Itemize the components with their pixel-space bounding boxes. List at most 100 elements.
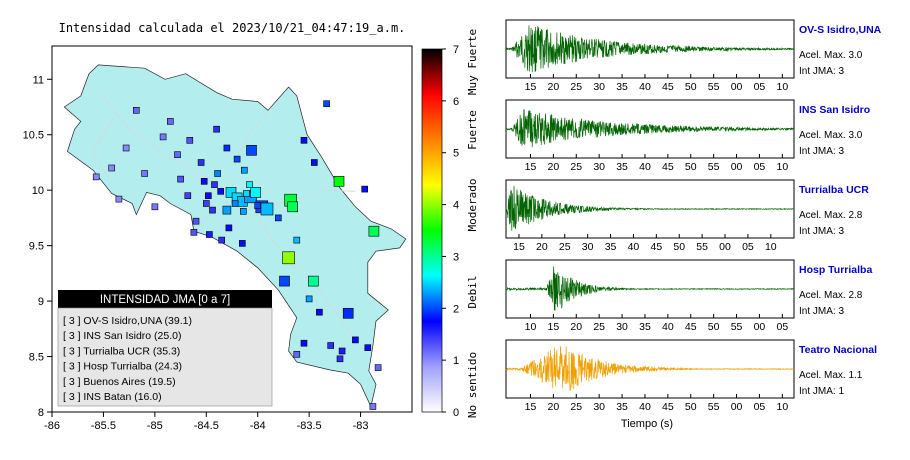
colorbar-category-label: Fuerte (466, 110, 479, 150)
map-title: Intensidad calculada el 2023/10/21_04:47… (59, 21, 406, 35)
waveform-tick-label: 00 (731, 161, 743, 173)
station-marker (92, 173, 100, 181)
station-marker (282, 251, 295, 265)
waveform-panel: 10 15 20 25 30 35 40 45 50 55 00 05 Hosp Turrialba Ac… (505, 259, 872, 333)
colorbar-tick-label: 0 (453, 407, 459, 419)
waveform-tick-label: 40 (628, 241, 640, 253)
waveform-tick-label: 35 (616, 161, 628, 173)
colorbar-category-label: Muy Fuerte (466, 29, 479, 95)
waveform-tick-label: 05 (742, 241, 754, 253)
waveform-int-jma: Int JMA: 3 (799, 226, 844, 237)
map-x-ticks: -86 -85.5 -85 -84.5 -84 -83.5 -83 (44, 412, 369, 432)
waveform-panels: 15 20 25 30 35 40 45 50 55 00 05 10 OV-S Isidro,UNA A… (505, 19, 882, 413)
station-marker (184, 192, 192, 199)
station-marker (323, 100, 330, 107)
station-marker (338, 347, 346, 355)
station-marker (327, 342, 335, 349)
y-tick-label: 10 (32, 185, 44, 197)
station-marker (200, 178, 208, 185)
legend-entries: [ 3 ] OV-S Isidro,UNA (39.1) [ 3 ] INS Sa… (63, 315, 192, 403)
station-marker (342, 307, 354, 319)
waveform-tick-label: 05 (776, 321, 788, 333)
waveform-tick-label: 35 (639, 321, 651, 333)
station-marker (368, 225, 380, 237)
waveform-acel-max: Acel. Max. 3.0 (799, 50, 863, 61)
waveform-station-name: INS San Isidro (799, 104, 870, 116)
x-tick-label: -84.5 (194, 420, 219, 432)
waveform-tick-label: 40 (639, 161, 651, 173)
station-marker (217, 188, 224, 195)
waveform-acel-max: Acel. Max. 1.1 (799, 370, 863, 381)
station-marker (218, 236, 225, 244)
station-marker (239, 240, 246, 247)
waveform-panel: 15 20 25 30 35 40 45 50 55 00 05 10 INS San Isidro Ac… (505, 99, 870, 173)
station-marker (122, 144, 130, 152)
station-marker (141, 170, 148, 177)
y-tick-label: 8 (38, 407, 44, 419)
waveform-tick-label: 45 (685, 321, 697, 333)
waveform-int-jma: Int JMA: 1 (799, 386, 844, 397)
colorbar-categories: No sentido Debil Moderado Fuerte Muy Fuerte (466, 29, 479, 418)
station-marker (222, 205, 232, 215)
time-axis-label: Tiempo (s) (621, 418, 673, 430)
legend-entry: [ 3 ] INS Batan (16.0) (63, 391, 162, 403)
waveform-tick-label: 15 (525, 81, 537, 93)
y-tick-label: 9.5 (29, 241, 44, 253)
station-marker (151, 203, 159, 211)
station-marker (240, 208, 247, 215)
waveform-trace (505, 185, 795, 231)
station-marker (167, 118, 174, 125)
station-marker (246, 181, 253, 188)
waveform-tick-label: 10 (776, 81, 788, 93)
waveform-trace (505, 109, 795, 148)
waveform-tick-label: 20 (548, 401, 560, 413)
station-marker (206, 231, 213, 238)
station-marker (307, 275, 319, 287)
waveform-tick-label: 20 (536, 241, 548, 253)
waveform-tick-label: 15 (525, 401, 537, 413)
waveform-tick-label: 05 (754, 161, 766, 173)
map-y-ticks: 8 8.5 9 9.5 10 10.5 11 (23, 74, 52, 419)
waveform-tick-label: 55 (708, 81, 720, 93)
waveform-int-jma: Int JMA: 3 (799, 306, 844, 317)
waveform-tick-label: 05 (754, 81, 766, 93)
waveform-tick-label: 15 (548, 321, 560, 333)
legend-entry: [ 3 ] INS San Isidro (25.0) (63, 330, 181, 342)
waveform-tick-label: 40 (662, 321, 674, 333)
station-marker (225, 187, 237, 198)
station-marker (241, 166, 248, 174)
waveform-station-name: Hosp Turrialba (799, 264, 872, 276)
station-marker (260, 202, 274, 216)
waveform-tick-label: 45 (662, 161, 674, 173)
station-marker (214, 170, 221, 177)
legend-entry: [ 3 ] Buenos Aires (19.5) (63, 376, 176, 388)
waveform-tick-label: 25 (559, 241, 571, 253)
station-marker (190, 229, 198, 236)
station-marker (192, 217, 200, 225)
colorbar-tick-label: 1 (453, 355, 459, 367)
costa-rica-land (63, 64, 407, 408)
x-tick-label: -85 (147, 420, 163, 432)
waveform-trace (505, 25, 795, 73)
waveform-tick-label: 35 (605, 241, 617, 253)
y-tick-label: 9 (38, 296, 44, 308)
waveform-tick-label: 50 (708, 321, 720, 333)
waveform-tick-label: 15 (525, 161, 537, 173)
road-line (236, 112, 269, 158)
y-tick-label: 10.5 (23, 130, 44, 142)
waveform-tick-label: 25 (570, 161, 582, 173)
colorbar-category-label: Moderado (466, 179, 479, 232)
colorbar-tick-label: 3 (453, 251, 459, 263)
station-marker (374, 364, 382, 371)
waveform-tick-label: 50 (685, 161, 697, 173)
station-marker (246, 145, 257, 156)
waveform-tick-label: 25 (570, 81, 582, 93)
station-marker (287, 201, 299, 213)
station-marker (310, 159, 318, 166)
waveform-tick-label: 50 (685, 401, 697, 413)
intensity-colorbar: 0 1 2 3 4 5 6 7 No sentido Debil Moderado Fuerte Mu… (421, 29, 479, 419)
road-line (92, 117, 115, 180)
waveform-tick-label: 20 (548, 161, 560, 173)
waveform-acel-max: Acel. Max. 3.0 (799, 130, 863, 141)
